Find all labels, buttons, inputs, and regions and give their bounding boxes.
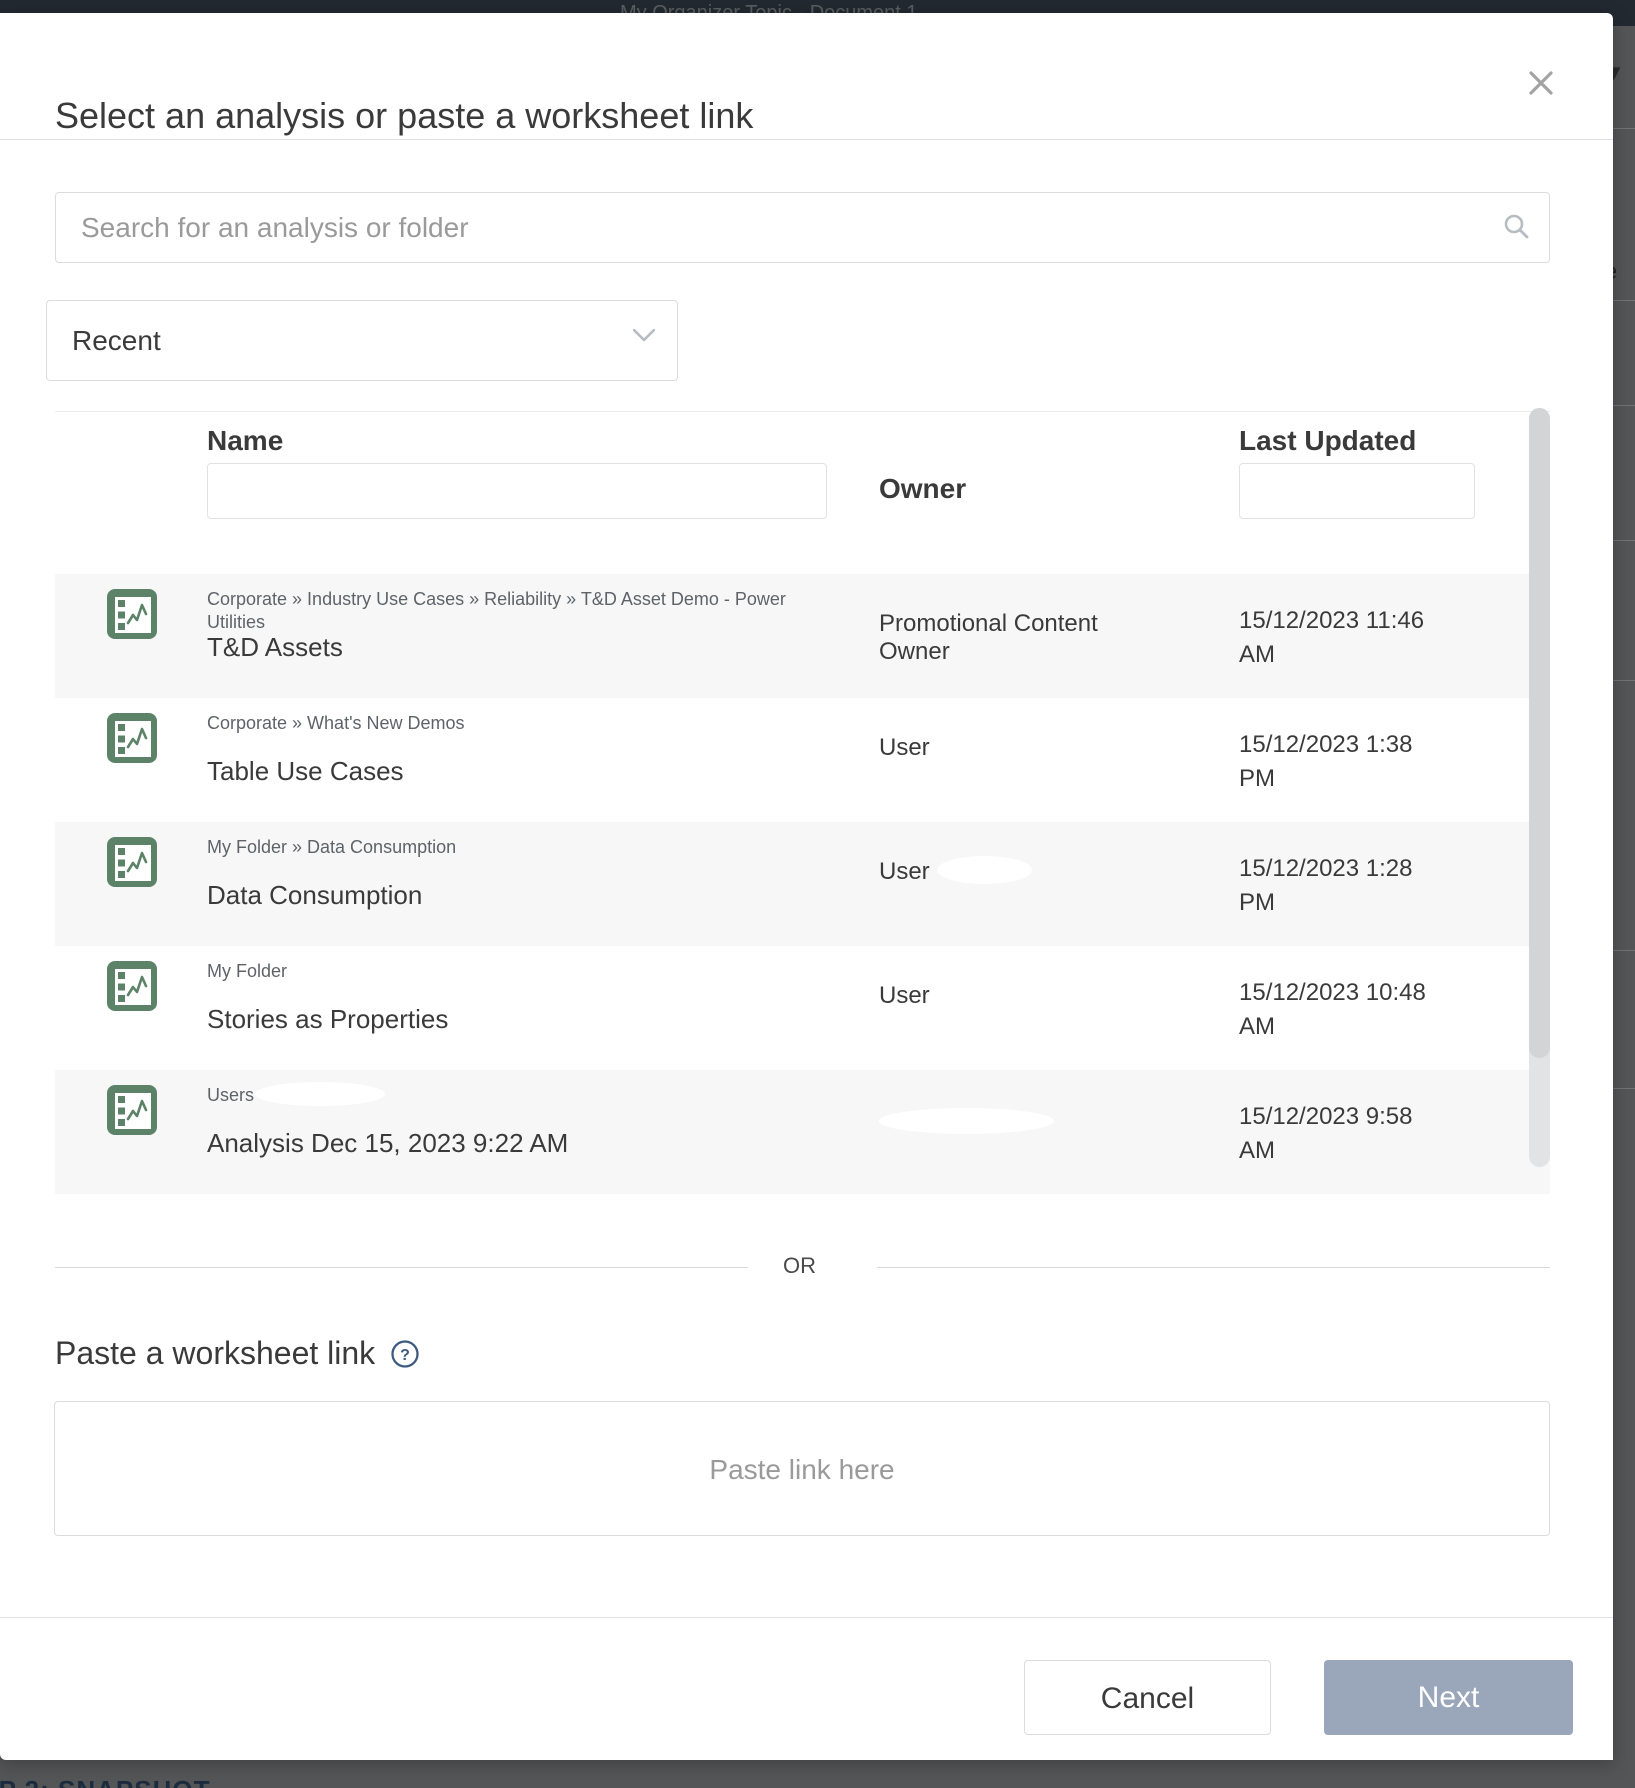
svg-text:?: ? [400,1347,410,1364]
